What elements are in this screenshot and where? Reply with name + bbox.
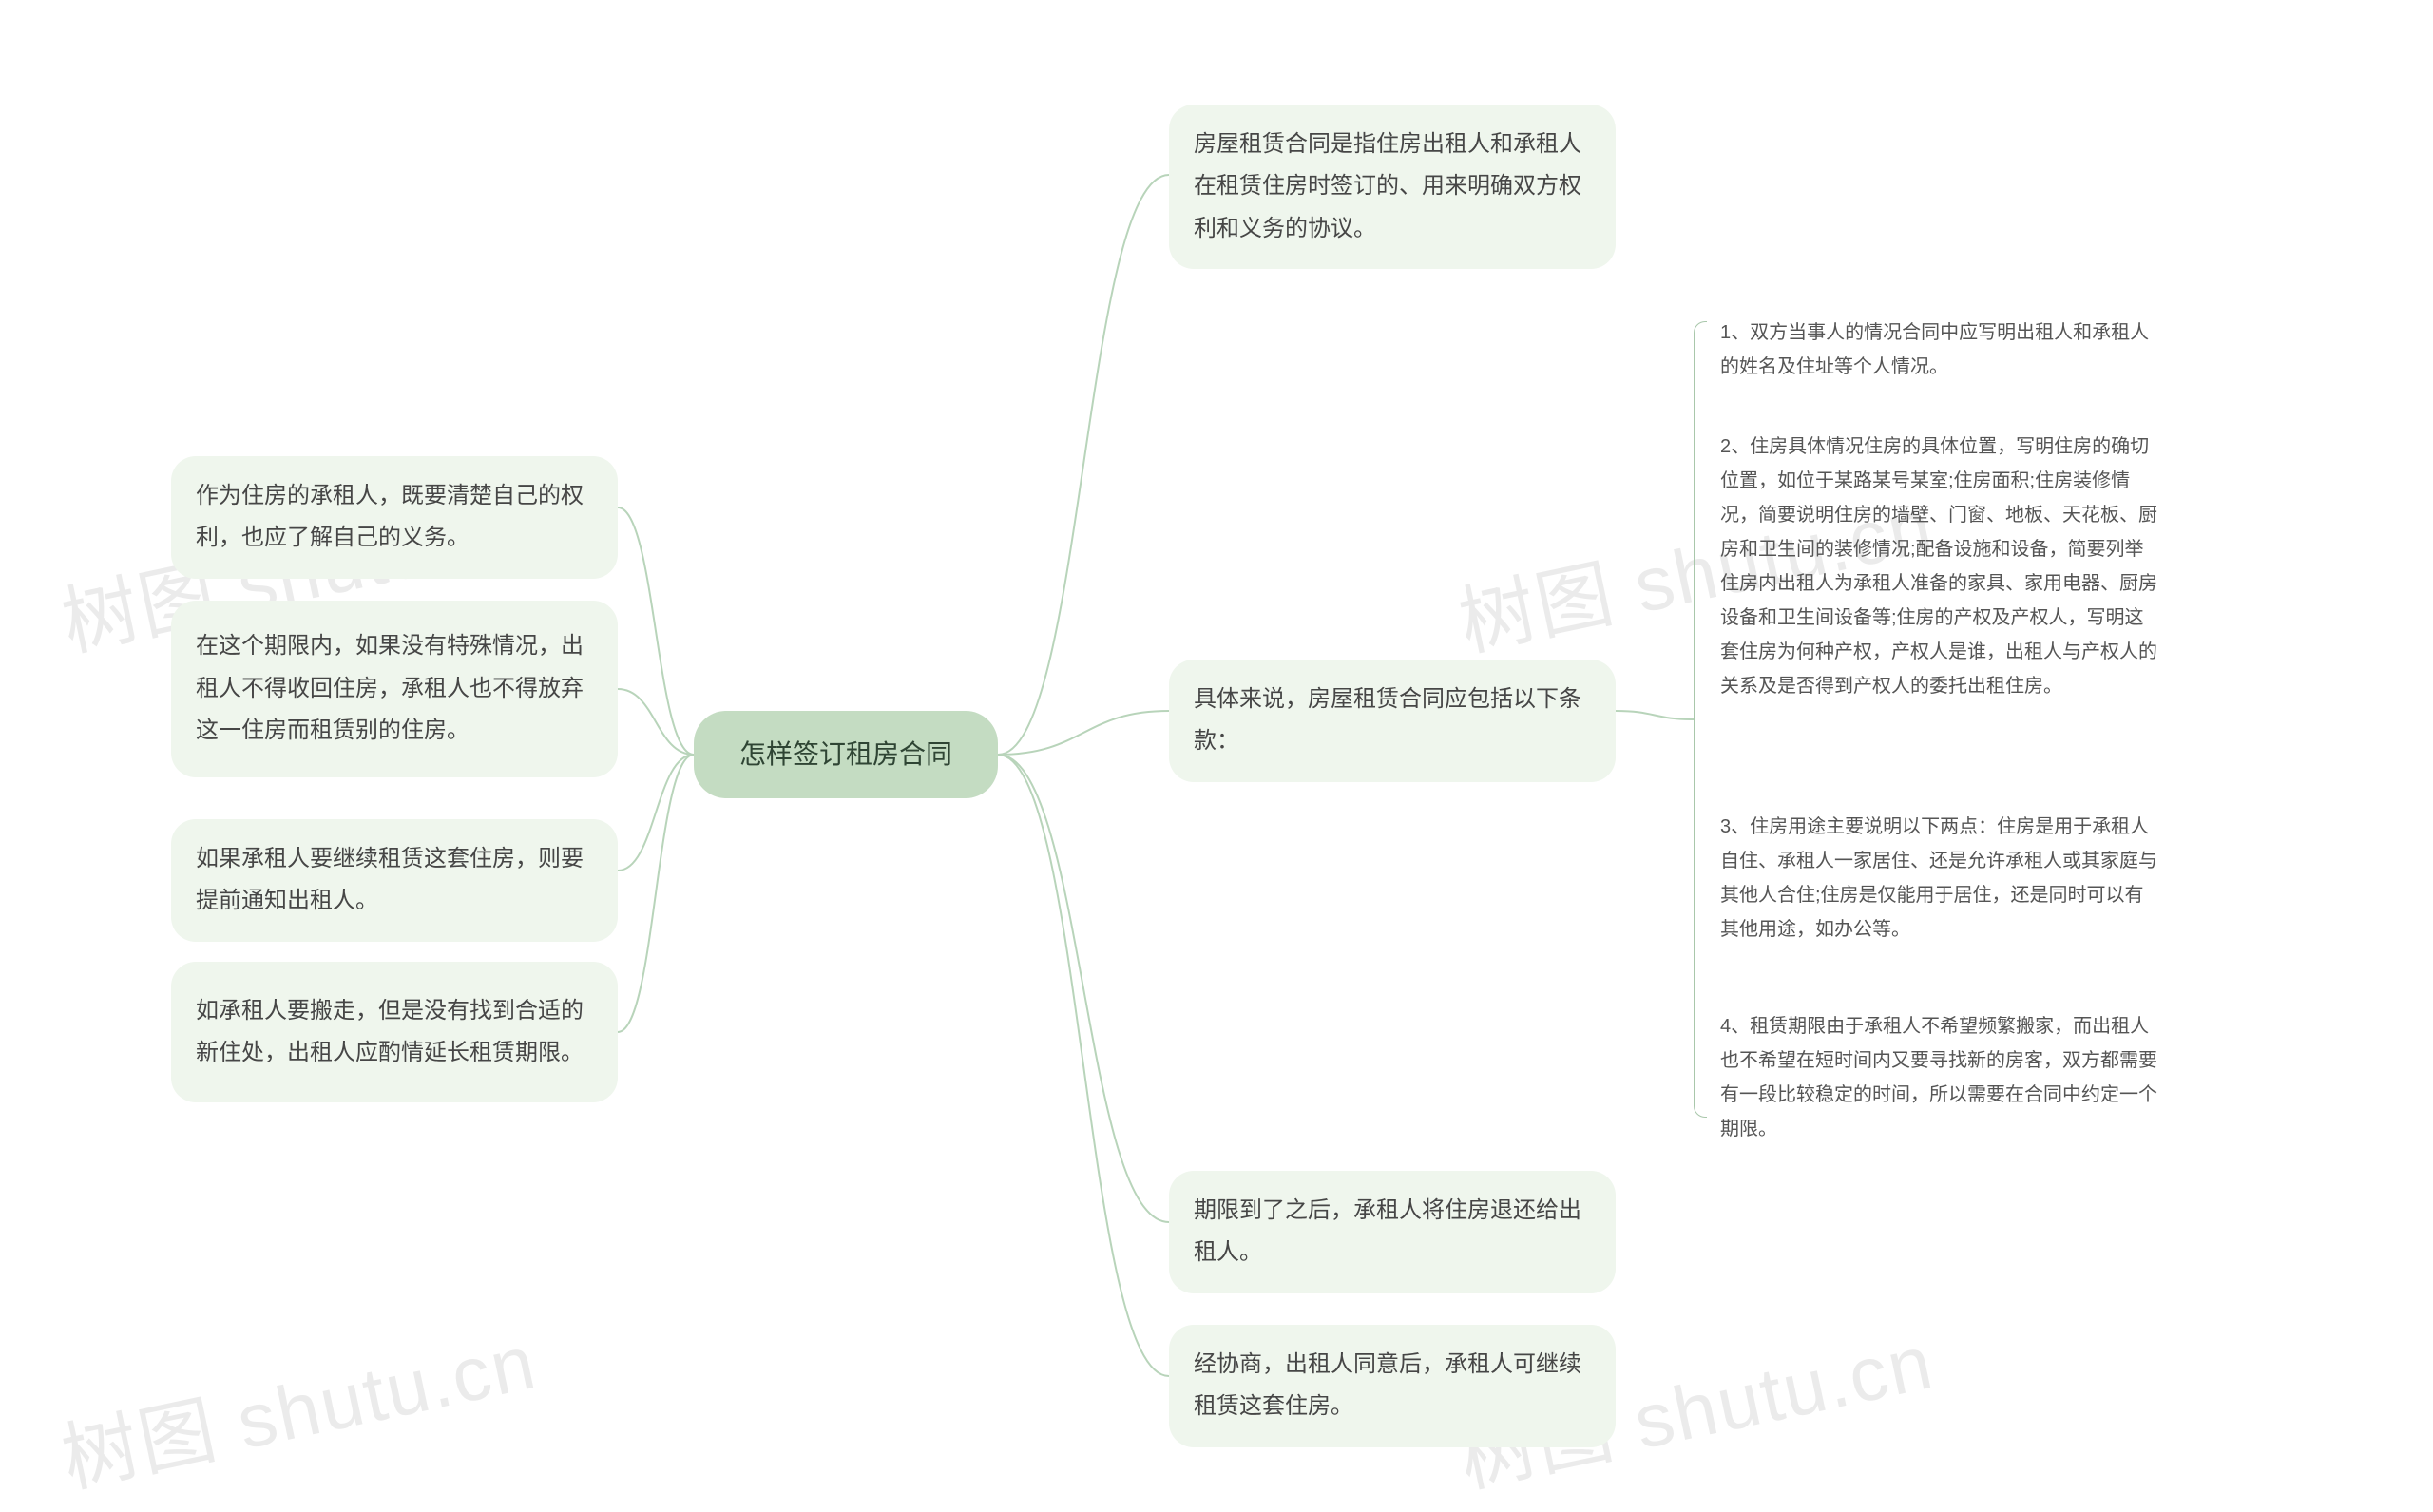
- mindmap-canvas: 树图 shutu.cn 树图 shutu.cn 树图 shutu.cn 树图 s…: [0, 0, 2433, 1512]
- branch-label: 在这个期限内，如果没有特殊情况，出租人不得收回住房，承租人也不得放弃这一住房而租…: [196, 625, 593, 752]
- watermark: 树图 shutu.cn: [50, 1301, 545, 1509]
- leaf-node: 1、双方当事人的情况合同中应写明出租人和承租人的姓名及住址等个人情况。: [1720, 312, 2157, 388]
- leaf-node: 3、住房用途主要说明以下两点：住房是用于承租人自住、承租人一家居住、还是允许承租…: [1720, 806, 2157, 950]
- branch-label: 具体来说，房屋租赁合同应包括以下条款：: [1194, 679, 1591, 763]
- branch-label: 经协商，出租人同意后，承租人可继续租赁这套住房。: [1194, 1344, 1591, 1428]
- branch-label: 如果承租人要继续租赁这套住房，则要提前通知出租人。: [196, 838, 593, 923]
- right-branch-node: 经协商，出租人同意后，承租人可继续租赁这套住房。: [1169, 1325, 1616, 1447]
- central-node-label: 怎样签订租房合同: [739, 730, 952, 779]
- right-branch-node: 期限到了之后，承租人将住房退还给出租人。: [1169, 1171, 1616, 1293]
- leaf-label: 3、住房用途主要说明以下两点：住房是用于承租人自住、承租人一家居住、还是允许承租…: [1720, 816, 2157, 940]
- left-branch-node: 作为住房的承租人，既要清楚自己的权利，也应了解自己的义务。: [171, 456, 618, 579]
- branch-label: 作为住房的承租人，既要清楚自己的权利，也应了解自己的义务。: [196, 475, 593, 560]
- right-branch-node: 房屋租赁合同是指住房出租人和承租人在租赁住房时签订的、用来明确双方权利和义务的协…: [1169, 105, 1616, 269]
- left-branch-node: 如果承租人要继续租赁这套住房，则要提前通知出租人。: [171, 819, 618, 942]
- branch-label: 期限到了之后，承租人将住房退还给出租人。: [1194, 1190, 1591, 1274]
- branch-label: 房屋租赁合同是指住房出租人和承租人在租赁住房时签订的、用来明确双方权利和义务的协…: [1194, 124, 1591, 250]
- leaf-label: 1、双方当事人的情况合同中应写明出租人和承租人的姓名及住址等个人情况。: [1720, 322, 2149, 377]
- branch-label: 如承租人要搬走，但是没有找到合适的新住处，出租人应酌情延长租赁期限。: [196, 990, 593, 1075]
- leaf-label: 4、租赁期限由于承租人不希望频繁搬家，而出租人也不希望在短时间内又要寻找新的房客…: [1720, 1016, 2157, 1139]
- leaf-label: 2、住房具体情况住房的具体位置，写明住房的确切位置，如位于某路某号某室;住房面积…: [1720, 436, 2157, 697]
- left-branch-node: 如承租人要搬走，但是没有找到合适的新住处，出租人应酌情延长租赁期限。: [171, 962, 618, 1102]
- leaf-node: 2、住房具体情况住房的具体位置，写明住房的确切位置，如位于某路某号某室;住房面积…: [1720, 426, 2157, 707]
- central-node: 怎样签订租房合同: [694, 711, 998, 798]
- leaf-bracket: [1694, 321, 1707, 1118]
- left-branch-node: 在这个期限内，如果没有特殊情况，出租人不得收回住房，承租人也不得放弃这一住房而租…: [171, 601, 618, 777]
- right-branch-node: 具体来说，房屋租赁合同应包括以下条款：: [1169, 660, 1616, 782]
- leaf-node: 4、租赁期限由于承租人不希望频繁搬家，而出租人也不希望在短时间内又要寻找新的房客…: [1720, 1005, 2157, 1150]
